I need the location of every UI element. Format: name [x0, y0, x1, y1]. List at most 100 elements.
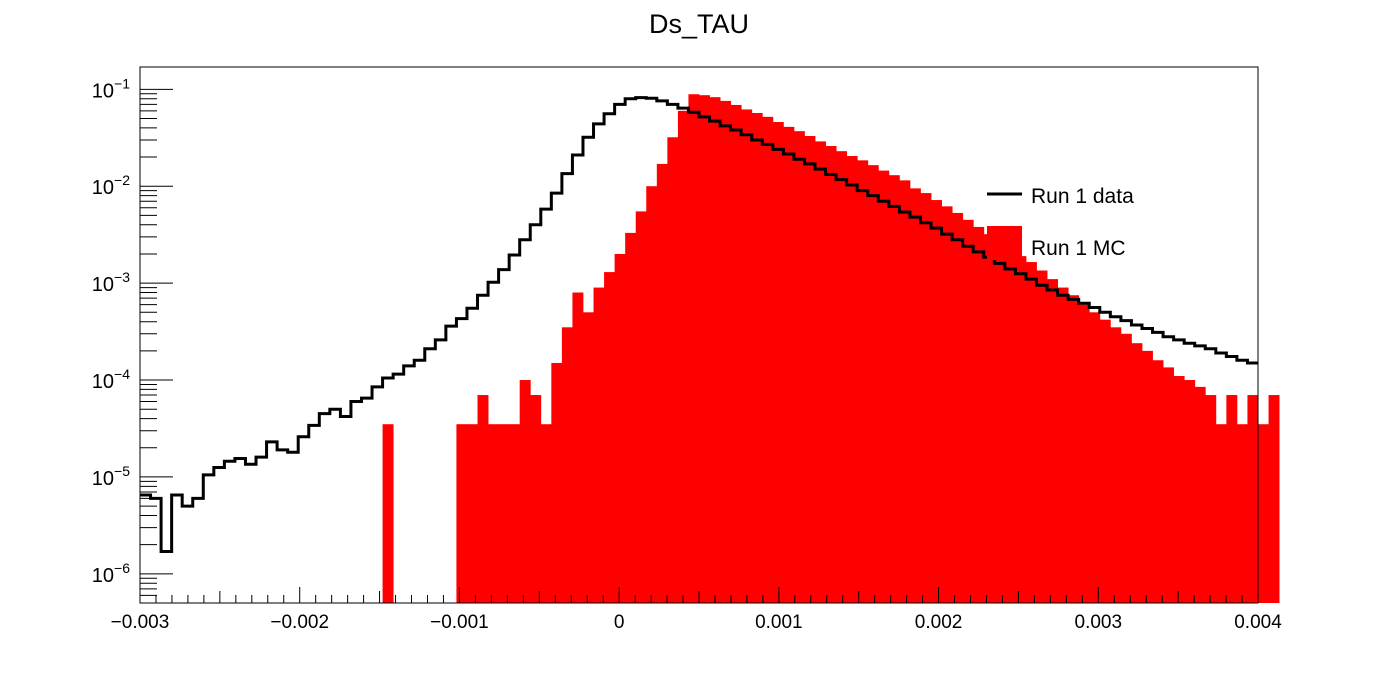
mc-bar	[1163, 367, 1175, 603]
y-tick-label: 10−2	[92, 172, 130, 199]
mc-bar	[604, 272, 616, 603]
chart-title: Ds_TAU	[649, 9, 749, 39]
mc-bar	[1173, 376, 1185, 603]
mc-bar	[1205, 395, 1217, 603]
mc-bar	[466, 424, 478, 603]
mc-bar	[815, 141, 826, 604]
mc-bar	[931, 200, 942, 604]
y-tick-label: 10−6	[92, 560, 130, 587]
mc-bar	[941, 206, 953, 603]
mc-bar	[772, 122, 784, 603]
y-tick-label: 10−5	[92, 463, 130, 490]
mc-bar	[751, 112, 763, 604]
x-tick-label: −0.002	[270, 612, 329, 633]
mc-bar	[741, 109, 753, 603]
x-tick-label: 0.003	[1075, 612, 1123, 633]
mc-bar	[677, 110, 689, 603]
mc-bar	[498, 424, 510, 603]
x-tick-label: −0.003	[111, 612, 170, 633]
legend-label-mc: Run 1 MC	[1031, 237, 1126, 260]
mc-bar	[1258, 424, 1269, 603]
mc-bar	[1184, 380, 1196, 603]
mc-bar	[540, 424, 552, 603]
mc-bar	[382, 424, 394, 603]
mc-bar	[1004, 249, 1016, 603]
mc-bar	[593, 287, 605, 603]
mc-bar	[614, 253, 626, 603]
mc-bar	[477, 395, 489, 603]
mc-bar	[688, 94, 700, 603]
mc-bar	[1247, 395, 1259, 603]
mc-bar	[1047, 279, 1059, 603]
mc-bar	[720, 100, 732, 603]
mc-bar	[1015, 256, 1027, 603]
mc-histogram-bars	[382, 94, 1280, 604]
mc-bar	[646, 186, 658, 604]
mc-bar	[973, 226, 985, 603]
mc-bar	[836, 151, 848, 603]
mc-bar	[878, 170, 890, 603]
x-tick-label: 0.004	[1234, 612, 1282, 633]
mc-bar	[1131, 343, 1143, 603]
mc-bar	[962, 219, 974, 603]
mc-bar	[667, 137, 679, 603]
y-tick-label: 10−3	[92, 269, 130, 296]
mc-bar	[909, 188, 921, 603]
legend: Run 1 data Run 1 MC	[987, 185, 1134, 260]
plot-frame	[139, 66, 1259, 604]
mc-bar	[783, 126, 795, 603]
mc-bar	[846, 156, 858, 603]
mc-bar	[656, 163, 668, 603]
mc-bar	[793, 131, 805, 604]
mc-bar	[519, 380, 531, 603]
mc-bar	[1268, 395, 1280, 603]
mc-bar	[804, 135, 816, 604]
mc-bar	[899, 180, 911, 603]
x-tick-label: 0	[614, 612, 625, 633]
mc-bar	[709, 97, 721, 604]
mc-bar	[1215, 424, 1227, 603]
mc-bar	[825, 146, 837, 603]
mc-bar	[952, 212, 964, 603]
mc-bar	[551, 362, 563, 603]
x-tick-label: 0.001	[755, 612, 803, 633]
mc-bar	[699, 95, 710, 603]
x-tick-label: 0.002	[915, 612, 963, 633]
mc-bar	[561, 327, 573, 603]
mc-bar	[625, 232, 637, 603]
mc-bar	[1036, 270, 1048, 603]
mc-bar	[456, 424, 468, 603]
mc-bar	[1152, 360, 1164, 603]
y-tick-label: 10−4	[92, 366, 130, 393]
mc-bar	[1057, 287, 1069, 603]
mc-bar	[1089, 312, 1101, 603]
x-tick-label: −0.001	[430, 612, 489, 633]
mc-bar	[572, 292, 584, 603]
mc-bar	[1025, 262, 1037, 603]
mc-bar	[1078, 304, 1090, 603]
mc-bar	[857, 160, 869, 603]
mc-bar	[1226, 395, 1238, 603]
data-step-line	[140, 96, 1258, 553]
mc-bar	[888, 175, 900, 603]
mc-bar	[635, 211, 647, 603]
mc-bar	[582, 312, 594, 603]
mc-bar	[994, 241, 1006, 603]
mc-bar	[1099, 319, 1111, 603]
mc-bar	[1110, 327, 1122, 603]
y-tick-label: 10−1	[92, 75, 130, 102]
mc-bar	[509, 424, 521, 603]
legend-mc-swatch	[987, 226, 1022, 260]
mc-bar	[762, 116, 774, 603]
axes: −0.003 −0.002 −0.001 0 0.001 0.002 0.003 0.004 1…	[92, 75, 1282, 633]
mc-bar	[488, 424, 500, 603]
mc-bar	[867, 165, 879, 603]
mc-bar	[920, 193, 932, 603]
mc-bar	[1120, 333, 1132, 603]
mc-bar	[530, 395, 542, 603]
mc-bar	[1236, 424, 1248, 603]
mc-bar	[1068, 295, 1080, 603]
mc-bar	[1141, 350, 1153, 603]
mc-bar	[1194, 386, 1206, 603]
